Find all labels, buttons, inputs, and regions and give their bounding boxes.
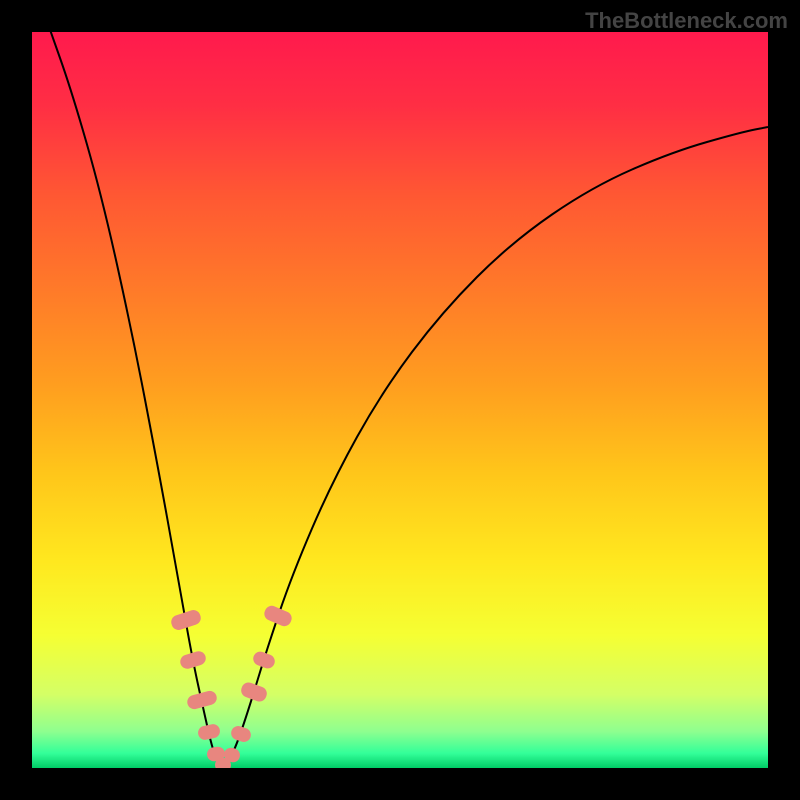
data-marker [229,724,252,743]
data-marker [169,608,202,632]
chart-container: TheBottleneck.com [0,0,800,800]
data-marker [179,650,208,671]
data-marker [197,723,221,741]
data-marker [186,689,219,710]
data-marker [239,681,269,704]
data-markers [32,32,768,768]
plot-area [32,32,768,768]
watermark-text: TheBottleneck.com [585,8,788,34]
data-marker [262,604,294,629]
data-marker [251,650,276,671]
